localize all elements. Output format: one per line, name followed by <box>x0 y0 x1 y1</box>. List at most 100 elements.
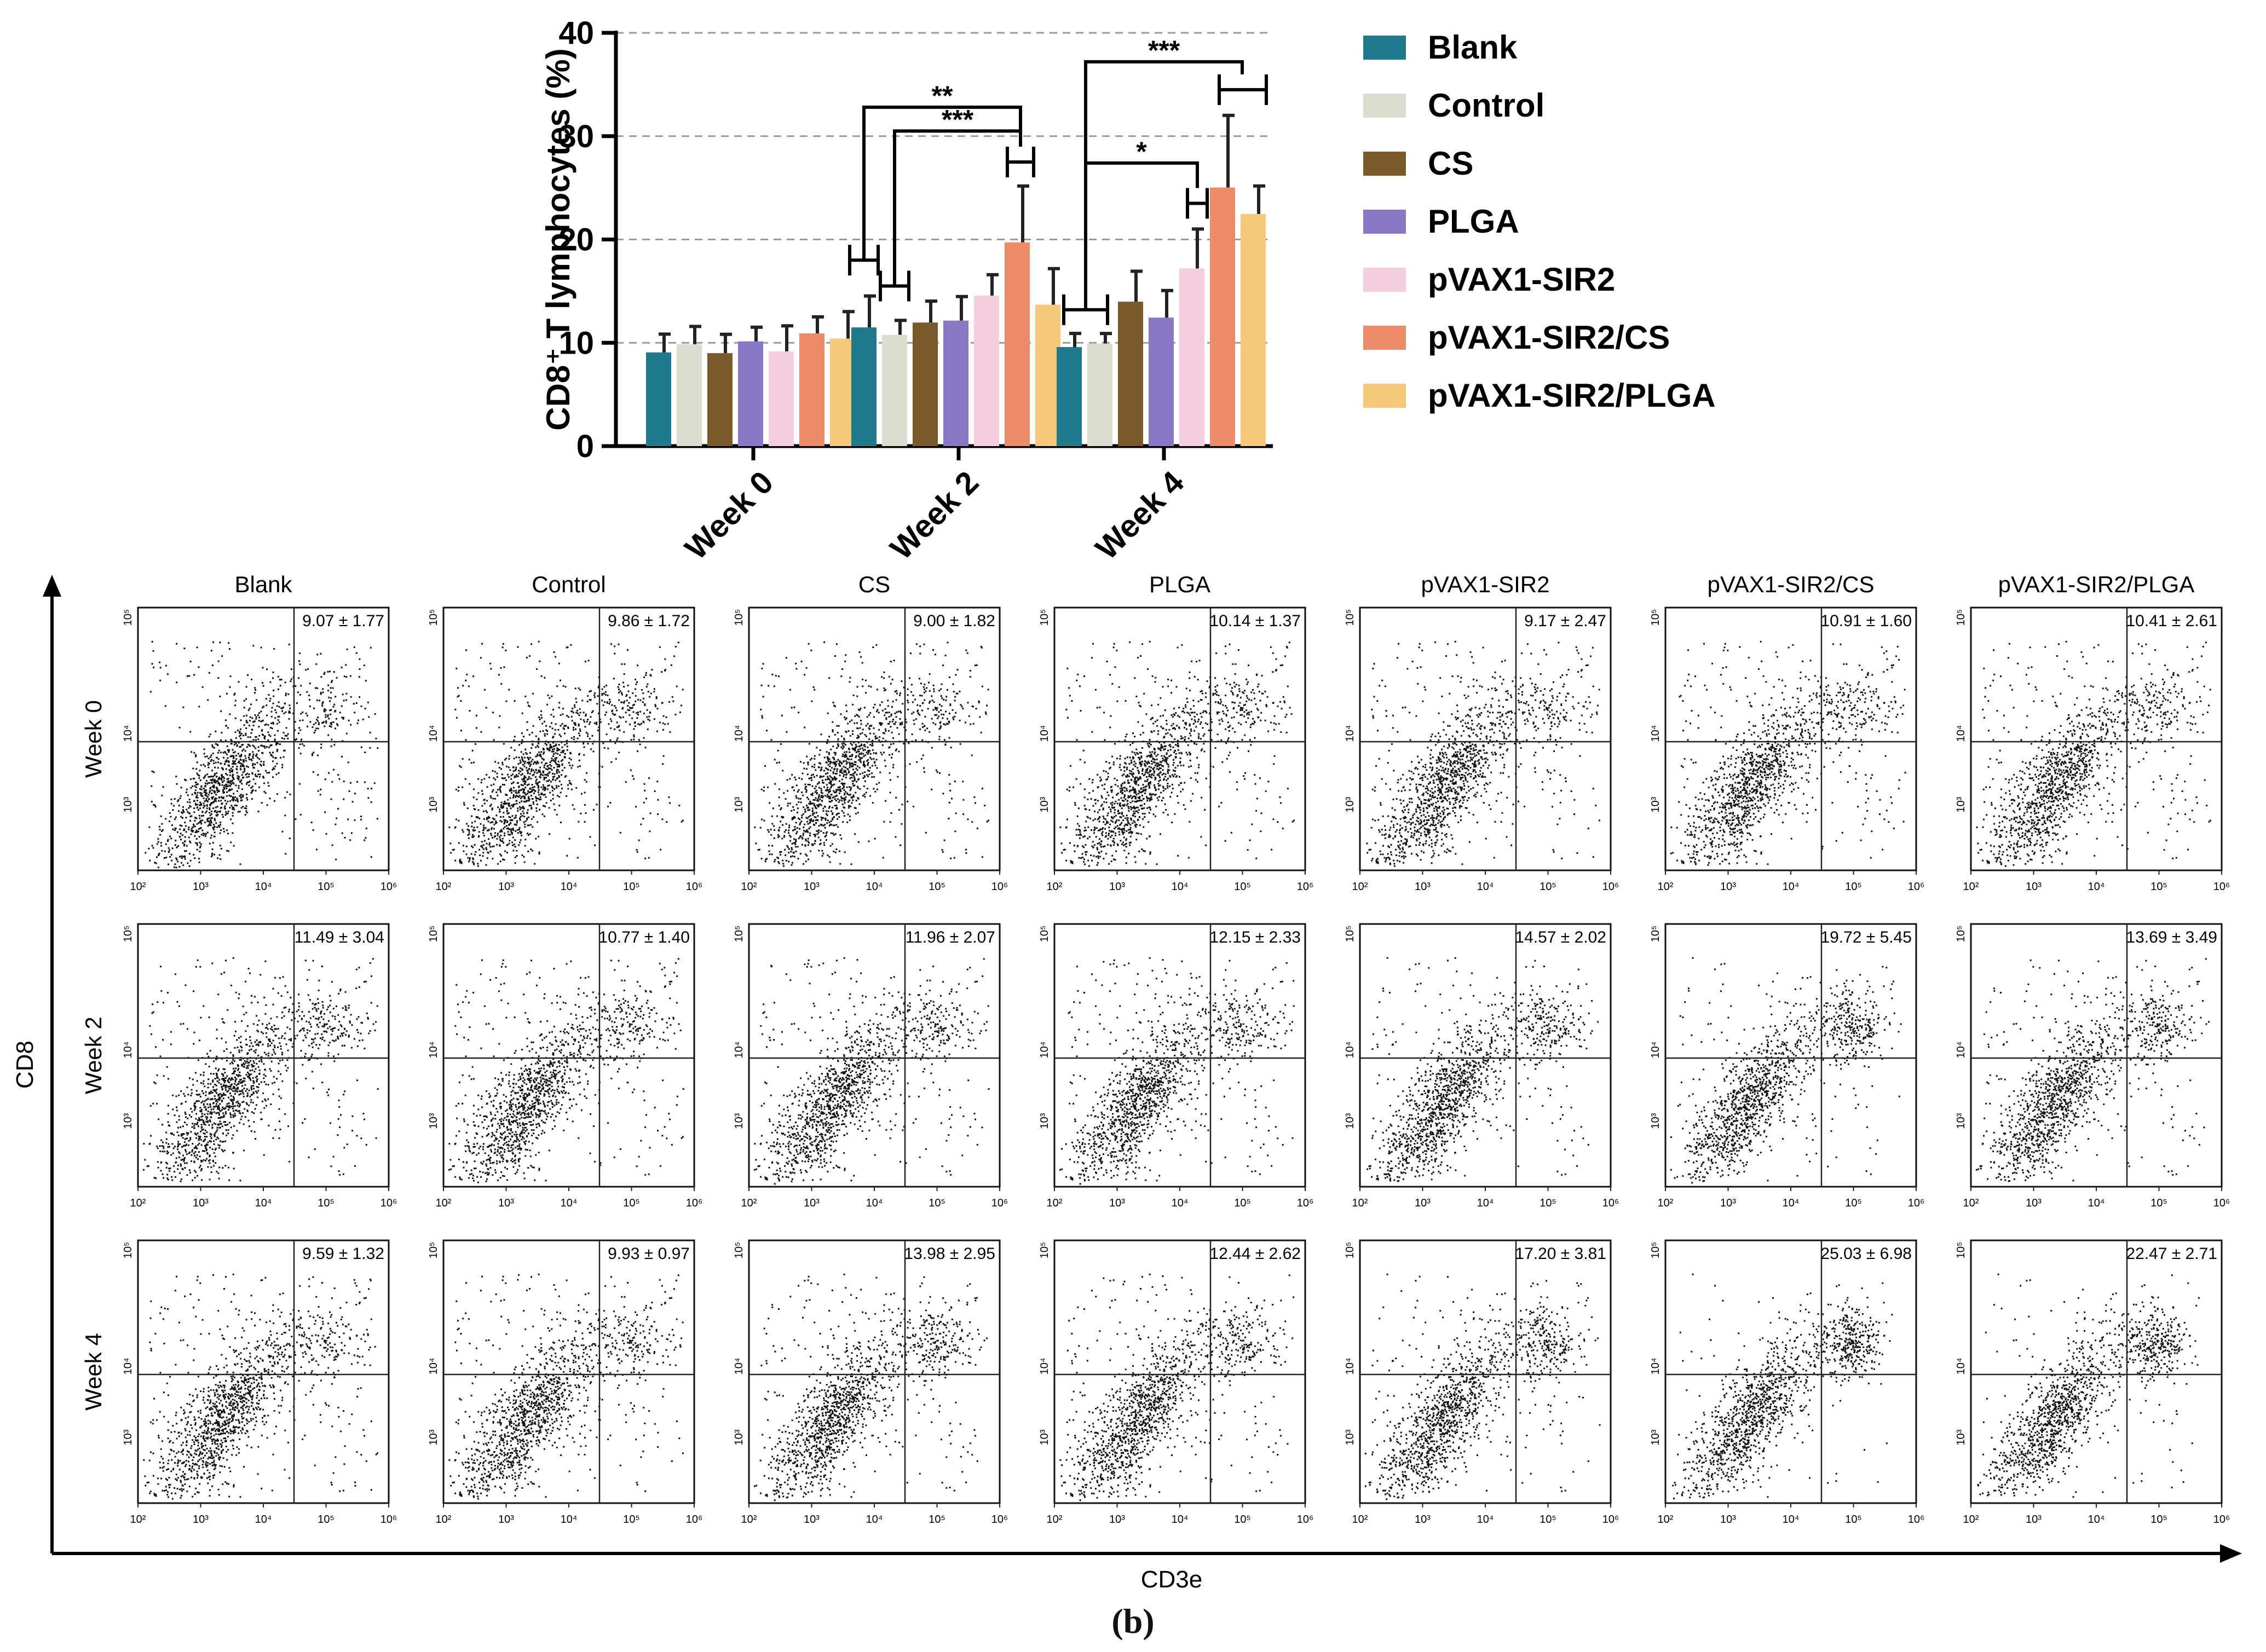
y-tick-label: 10³ <box>428 1113 440 1129</box>
legend-swatch <box>1363 384 1406 408</box>
flow-panel: 9.07 ± 1.77 10² 10³ 10⁴ 10⁵ 10⁶ 10³ 10⁴ 10⁵ <box>122 606 397 893</box>
column-label: pVAX1-SIR2/CS <box>1707 571 1874 597</box>
flow-panel: 13.98 ± 2.95 10² 10³ 10⁴ 10⁵ 10⁶ 10³ 10⁴ 10⁵ <box>733 1239 1008 1526</box>
quadrant-value: 12.15 ± 2.33 <box>1209 928 1301 946</box>
x-tick-label: 10⁵ <box>2150 1197 2167 1209</box>
bar <box>1149 317 1174 446</box>
y-tick-label: 10⁵ <box>1955 926 1967 943</box>
x-tick-label: 10³ <box>2026 1197 2042 1209</box>
y-tick-label: 10³ <box>1344 1429 1356 1445</box>
x-tick-label: 10² <box>1658 1197 1674 1209</box>
panel-frame <box>1053 923 1306 1188</box>
flow-panel: 10.91 ± 1.60 10² 10³ 10⁴ 10⁵ 10⁶ 10³ 10⁴ 10⁵ <box>1650 606 1924 893</box>
flow-panel: 10.41 ± 2.61 10² 10³ 10⁴ 10⁵ 10⁶ 10³ 10⁴ 10⁵ <box>1955 606 2230 893</box>
quadrant-value: 9.07 ± 1.77 <box>302 612 384 630</box>
y-tick-label: 10⁴ <box>733 725 745 742</box>
y-tick-label: 10⁵ <box>1955 609 1967 626</box>
x-tick-label: 10⁴ <box>561 881 578 893</box>
x-tick-label: 10³ <box>193 1197 209 1209</box>
x-tick-label: 10² <box>1352 1197 1368 1209</box>
x-tick-label: 10² <box>1047 881 1063 893</box>
x-tick-label: 10⁴ <box>866 881 883 893</box>
x-tick-label: 10⁴ <box>1172 1514 1189 1526</box>
x-tick-label: 10⁶ <box>1908 1514 1924 1526</box>
panel-frame <box>137 923 390 1188</box>
y-tick-label: 10⁴ <box>1344 725 1356 742</box>
x-tick-label: 10⁴ <box>1783 1514 1800 1526</box>
y-tick-label: 10⁵ <box>1344 926 1356 943</box>
x-tick-label: 10⁶ <box>380 881 397 893</box>
column-label: pVAX1-SIR2/PLGA <box>1998 571 2195 597</box>
y-tick-label: 10³ <box>1039 1429 1051 1445</box>
y-tick-label: 10⁴ <box>1650 725 1662 742</box>
bar <box>1210 187 1235 446</box>
y-tick-label: 10³ <box>428 1429 440 1445</box>
y-tick-label: 10⁵ <box>122 609 134 626</box>
flow-panel: 13.69 ± 3.49 10² 10³ 10⁴ 10⁵ 10⁶ 10³ 10⁴ 10⁵ <box>1955 923 2230 1209</box>
x-tick-label: 10³ <box>1415 1197 1431 1209</box>
y-tick-label: 10⁴ <box>1344 1358 1356 1375</box>
quadrant-value: 10.77 ± 1.40 <box>598 928 690 946</box>
x-tick-label: 10³ <box>1109 1514 1125 1526</box>
quadrant-value: 19.72 ± 5.45 <box>1820 928 1912 946</box>
scatter-dots <box>1059 640 1295 867</box>
scatter-dots <box>448 640 684 867</box>
x-tick-label: 10³ <box>1415 1514 1431 1526</box>
y-tick-label: 0 <box>576 429 594 464</box>
y-tick-label: 10⁵ <box>1650 926 1662 943</box>
y-tick-label: 10⁴ <box>1039 725 1051 742</box>
panel-frame <box>1970 606 2223 871</box>
y-tick-label: 10³ <box>1955 796 1967 812</box>
x-tick-label: 10⁶ <box>991 881 1008 893</box>
y-tick-label: 10 <box>558 325 594 361</box>
panel-frame <box>1053 1239 1306 1504</box>
x-tick-label: 10² <box>1963 1197 1979 1209</box>
x-tick-label: 10⁵ <box>318 881 335 893</box>
y-tick-label: 10⁴ <box>1650 1358 1662 1375</box>
column-label: PLGA <box>1149 571 1210 597</box>
bar <box>738 341 763 446</box>
bar <box>1005 242 1030 446</box>
quadrant-value: 9.17 ± 2.47 <box>1524 612 1606 630</box>
y-tick-label: 10³ <box>122 1113 134 1129</box>
y-tick-label: 20 <box>558 222 594 258</box>
y-tick-label: 10⁴ <box>428 1358 440 1375</box>
x-tick-label: 10⁴ <box>255 1197 272 1209</box>
row-label: Week 4 <box>80 1333 106 1411</box>
x-tick-label: 10⁴ <box>1172 881 1189 893</box>
y-tick-label: 10³ <box>1650 796 1662 812</box>
x-tick-label: 10³ <box>1720 1197 1736 1209</box>
y-tick-label: 10⁵ <box>1039 609 1051 626</box>
bar <box>646 352 671 446</box>
cd3e-axis-label: CD3e <box>1141 1566 1203 1593</box>
x-tick-label: 10² <box>741 1197 757 1209</box>
panel-frame <box>1359 923 1612 1188</box>
x-tick-label: 10⁵ <box>623 881 640 893</box>
y-tick-label: 10³ <box>1039 796 1051 812</box>
scatter-dots <box>143 1273 378 1500</box>
y-tick-label: 10⁴ <box>1344 1042 1356 1059</box>
x-tick-label: 10⁴ <box>1477 881 1494 893</box>
x-tick-label: 10² <box>1352 881 1368 893</box>
quadrant-value: 11.49 ± 3.04 <box>295 928 384 946</box>
bar <box>1057 346 1082 446</box>
quadrant-value: 13.69 ± 3.49 <box>2126 928 2217 946</box>
x-tick-label: 10² <box>130 881 146 893</box>
y-tick-label: 10³ <box>733 796 745 812</box>
quadrant-value: 9.00 ± 1.82 <box>913 612 995 630</box>
flow-panel: 9.93 ± 0.97 10² 10³ 10⁴ 10⁵ 10⁶ 10³ 10⁴ 10⁵ <box>428 1239 702 1526</box>
x-tick-label: 10⁶ <box>1297 1514 1313 1526</box>
sig-line <box>1084 161 1199 310</box>
x-tick-label: 10⁴ <box>1172 1197 1189 1209</box>
x-tick-label: 10² <box>1658 1514 1674 1526</box>
y-tick-label: 10³ <box>122 796 134 812</box>
sig-line <box>862 105 1022 261</box>
panel-frame <box>137 1239 390 1504</box>
x-tick-label: 10⁵ <box>929 1514 945 1526</box>
x-tick-label: 10³ <box>498 1197 514 1209</box>
panel-frame <box>1664 1239 1917 1504</box>
x-tick-label: 10³ <box>193 1514 209 1526</box>
x-tick-label: 10² <box>436 1514 452 1526</box>
